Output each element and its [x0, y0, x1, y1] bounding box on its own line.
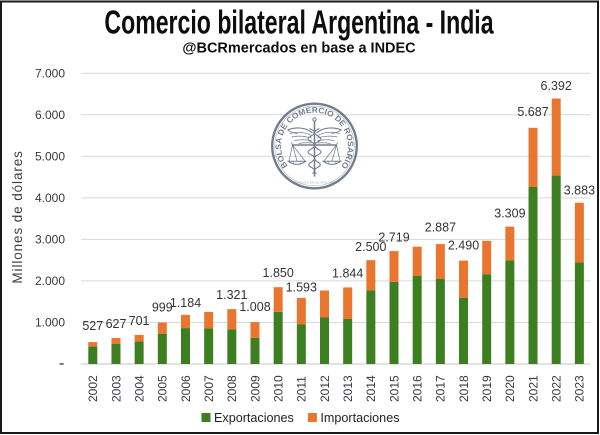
- svg-text:2014: 2014: [364, 375, 378, 402]
- svg-text:2020: 2020: [503, 375, 517, 402]
- svg-text:1.000: 1.000: [35, 316, 65, 330]
- svg-text:1.184: 1.184: [170, 296, 201, 310]
- svg-text:Exportaciones: Exportaciones: [214, 411, 294, 425]
- svg-text:2015: 2015: [387, 375, 401, 402]
- svg-text:Comercio bilateral Argentina -: Comercio bilateral Argentina - India: [104, 5, 494, 42]
- svg-text:3.309: 3.309: [494, 206, 525, 220]
- svg-text:Importaciones: Importaciones: [320, 411, 399, 425]
- svg-text:527: 527: [82, 319, 103, 333]
- svg-text:@BCRmercados en base a INDEC: @BCRmercados en base a INDEC: [182, 41, 416, 57]
- svg-text:7.000: 7.000: [35, 67, 65, 81]
- svg-text:2011: 2011: [295, 376, 309, 402]
- svg-text:6.392: 6.392: [541, 79, 572, 93]
- svg-text:2018: 2018: [457, 375, 471, 402]
- svg-text:2012: 2012: [318, 375, 332, 402]
- svg-text:5.000: 5.000: [35, 150, 65, 164]
- svg-text:2016: 2016: [411, 375, 425, 402]
- svg-text:2.000: 2.000: [35, 274, 65, 288]
- svg-text:1.844: 1.844: [332, 266, 363, 280]
- svg-text:6.000: 6.000: [35, 108, 65, 122]
- svg-text:2004: 2004: [132, 375, 146, 402]
- svg-text:2.500: 2.500: [355, 240, 386, 254]
- svg-text:2010: 2010: [272, 375, 286, 402]
- svg-text:2019: 2019: [480, 375, 494, 402]
- svg-text:3.000: 3.000: [35, 233, 65, 247]
- svg-text:1.321: 1.321: [216, 288, 247, 302]
- svg-text:2.719: 2.719: [378, 231, 409, 245]
- svg-text:2.887: 2.887: [425, 221, 456, 235]
- svg-text:999: 999: [152, 301, 173, 315]
- svg-text:2006: 2006: [179, 375, 193, 402]
- svg-text:2022: 2022: [550, 375, 564, 402]
- svg-text:2009: 2009: [248, 375, 262, 402]
- svg-text:2002: 2002: [86, 375, 100, 402]
- svg-text:2017: 2017: [434, 375, 448, 402]
- svg-text:2.490: 2.490: [448, 239, 479, 253]
- svg-text:627: 627: [106, 317, 127, 331]
- svg-text:FUNDADA EN EL AÑO 1884: FUNDADA EN EL AÑO 1884: [293, 180, 336, 185]
- svg-text:2021: 2021: [526, 375, 540, 402]
- svg-text:4.000: 4.000: [35, 191, 65, 205]
- svg-text:2005: 2005: [156, 375, 170, 402]
- svg-text:2003: 2003: [109, 375, 123, 402]
- svg-text:5.687: 5.687: [517, 105, 548, 119]
- svg-text:2013: 2013: [341, 375, 355, 402]
- svg-text:1.008: 1.008: [239, 300, 270, 314]
- svg-text:2008: 2008: [225, 375, 239, 402]
- svg-text:2023: 2023: [573, 375, 587, 402]
- svg-text:2007: 2007: [202, 375, 216, 402]
- svg-text:1.850: 1.850: [263, 266, 294, 280]
- svg-text:1.593: 1.593: [286, 280, 317, 294]
- svg-text:3.883: 3.883: [564, 184, 595, 198]
- svg-text:701: 701: [129, 314, 150, 328]
- svg-text:Millones de dólares: Millones de dólares: [10, 150, 25, 283]
